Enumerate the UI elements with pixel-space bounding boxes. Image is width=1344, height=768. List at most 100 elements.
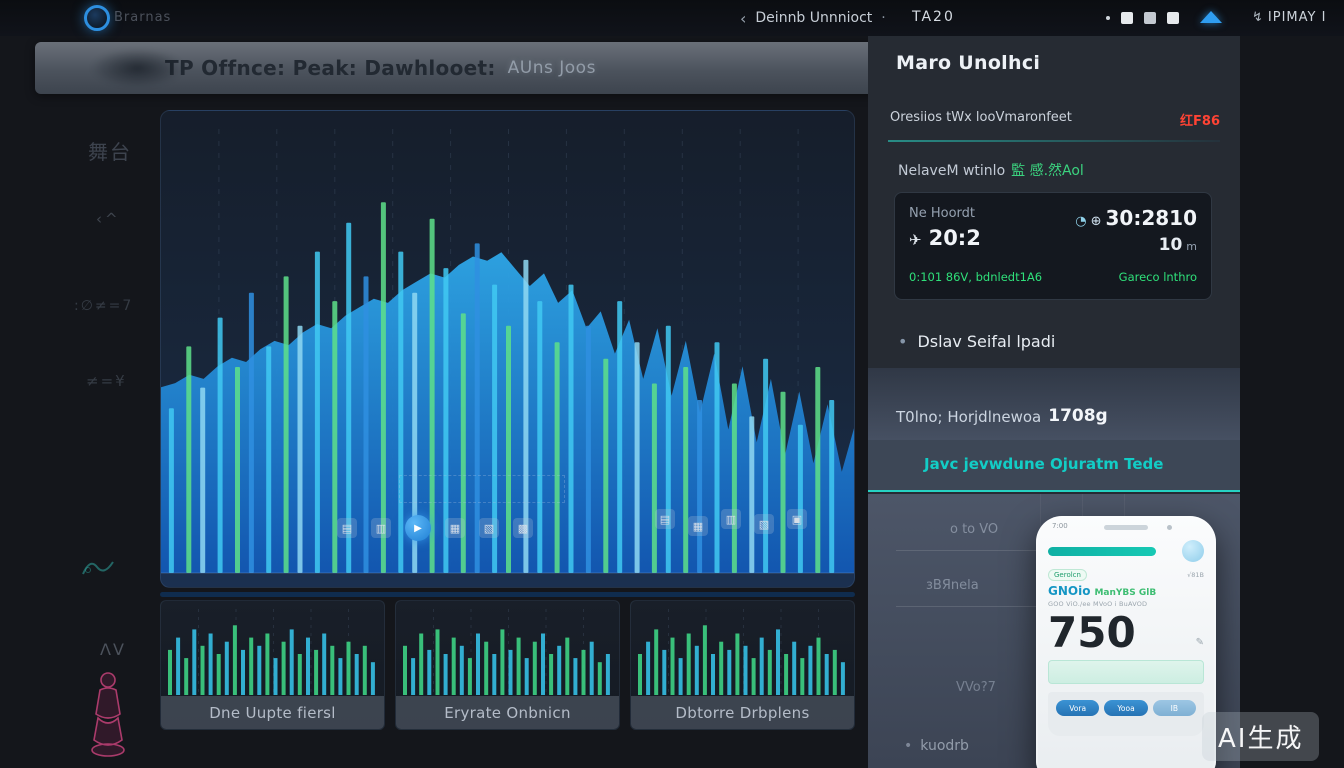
phone-mint-panel (1048, 660, 1204, 684)
pattern-tool-icon[interactable]: ▩ (513, 518, 533, 538)
card-from-time: ✈ 20:2 (909, 226, 981, 250)
window-controls (1106, 12, 1179, 24)
field-underline-2 (896, 606, 1046, 607)
window-icon-1[interactable] (1121, 12, 1133, 24)
chart-toolbar-left: ▤ ▥ ▶ ▦ ▧ ▩ (337, 515, 533, 541)
panel-tool-icon-2[interactable]: ▦ (688, 516, 708, 536)
panel-row-2: NelaveM wtinlo 監 感.然Aol (898, 160, 1084, 180)
phone-speaker (1104, 525, 1148, 530)
thumbnail-chart-3 (638, 609, 845, 695)
thumbnail-label-1: Dne Uupte fiersl (161, 696, 384, 729)
phone-progress-bar (1048, 546, 1156, 556)
row2-highlight: 監 感.然Aol (1011, 163, 1084, 179)
sidebar-glyph-4: ≠=¥ (86, 372, 127, 390)
phone-meta: GOO ViO./ee MVoO i BuAVOD (1048, 600, 1148, 608)
phone-button-1[interactable]: Vora (1056, 700, 1100, 716)
top-bar: Brarnas ‹ Deinnb Unnnioct · TA20 ↯ IPIMA… (0, 0, 1344, 36)
app-logo-label: Brarnas (114, 10, 172, 25)
phone-button-3[interactable]: IB (1152, 700, 1196, 716)
back-chevron-icon[interactable]: ‹ (740, 8, 747, 28)
thumbnail-chart-1 (168, 609, 375, 695)
phone-time: 7:00 (1052, 522, 1068, 530)
phone-big-number: 750 (1048, 608, 1136, 657)
hatch-tool-icon[interactable]: ▧ (479, 518, 499, 538)
phone-bezel: 7:00 (1036, 516, 1216, 536)
phone-bottom-panel: Vora Yooa IB (1048, 692, 1204, 736)
panel-row-1: Oresiios tWx looVmaronfeet 红F86 (890, 110, 1220, 129)
bullet-text: Dslav Seifal lpadi (917, 332, 1056, 351)
phone-badge: Gerolcn (1048, 569, 1087, 581)
nav-code: TA20 (912, 9, 955, 25)
watermark: AI生成 (1202, 712, 1320, 761)
compass-icon: ⊕ (1090, 214, 1102, 229)
rows-tool-icon[interactable]: ▥ (371, 518, 391, 538)
panel-tool-icon-1[interactable]: ▤ (655, 509, 675, 529)
phone-brand-2: ManYBS GlB (1094, 588, 1157, 598)
plane-icon: ✈ (909, 231, 922, 249)
top-right-label: IPIMAY I (1267, 10, 1327, 25)
page-subtitle: AUns Joos (507, 58, 596, 78)
form-label-2: зВЯnela (926, 578, 979, 593)
main-chart (161, 129, 854, 574)
alert-badge: 红F86 (1180, 114, 1220, 129)
sidebar-glyph-3: :∅≠=7 (74, 298, 134, 314)
page-title: TP Offnce: Peak: Dawhlooet: (165, 56, 496, 80)
status-dot-icon (1106, 16, 1110, 20)
summary-value: 1708g (1048, 406, 1108, 426)
panel-tool-icon-5[interactable]: ▣ (787, 509, 807, 529)
thumbnail-card-3[interactable]: Dbtorre Drbplens (630, 600, 855, 730)
sidebar-glyph-2: ‹^ (96, 210, 121, 228)
header-smudge-decoration (90, 48, 185, 88)
form-label-4: • kuodrb (904, 738, 969, 754)
thumbnail-chart-2 (403, 609, 610, 695)
app-logo-icon[interactable] (84, 5, 110, 31)
row1-label: Oresiios tWx looVmaronfeet (890, 110, 1072, 125)
phone-brand: GNOio (1048, 584, 1091, 598)
form-label-1: o to VO (950, 522, 999, 537)
pencil-icon[interactable]: ✎ (1195, 637, 1204, 648)
top-right-label-group: ↯ IPIMAY I (1252, 10, 1326, 25)
window-icon-3[interactable] (1167, 12, 1179, 24)
row2-label: NelaveM wtinlo (898, 163, 1006, 179)
card-to-code: ◔ ⊕ 30:2810 (1075, 206, 1197, 230)
top-nav: ‹ Deinnb Unnnioct · (740, 0, 886, 36)
chevron-up-icon[interactable] (1200, 11, 1222, 23)
phone-mockup: 7:00 Gerolcn √81B GNOio ManYBS GlB GOO Vi… (1036, 516, 1216, 768)
card-to-unit: m (1186, 240, 1197, 253)
phone-screen: Gerolcn √81B GNOio ManYBS GlB GOO ViO./ee… (1036, 536, 1216, 736)
summary-label: T0lno; Horjdlnewoa (896, 408, 1042, 426)
teal-divider (888, 140, 1220, 142)
grid-tool-icon[interactable]: ▤ (337, 518, 357, 538)
phone-button-2[interactable]: Yooa (1104, 700, 1148, 716)
bullet-item: • Dslav Seifal lpadi (898, 332, 1055, 351)
chart-toolbar-right: ▤ ▦ ▥ ▧ ▣ (655, 509, 807, 536)
form-label-3: VVo?7 (956, 680, 996, 695)
thumbnail-label-2: Eryrate Onbnicn (396, 696, 619, 729)
thumbnail-label-3: Dbtorre Drbplens (631, 696, 854, 729)
window-icon-2[interactable] (1144, 12, 1156, 24)
details-panel: Maro Unolhci Oresiios tWx looVmaronfeet … (868, 36, 1240, 768)
nav-title[interactable]: Deinnb Unnnioct (755, 10, 873, 26)
ornament-figure-icon (78, 668, 138, 764)
phone-avatar (1182, 540, 1204, 562)
sidebar-glyph-5: ΛV (100, 640, 126, 659)
selection-box (399, 475, 565, 503)
thumbnail-card-2[interactable]: Eryrate Onbnicn (395, 600, 620, 730)
table-tool-icon[interactable]: ▦ (445, 518, 465, 538)
chart-scrollbar[interactable] (160, 592, 855, 597)
card-to-value: 10 m (1158, 235, 1197, 255)
panel-tool-icon-3[interactable]: ▥ (721, 509, 741, 529)
thumbnail-card-1[interactable]: Dne Uupte fiersl (160, 600, 385, 730)
form-bullet-icon: • (904, 738, 913, 754)
card-status-right: Gareco lnthro (1118, 270, 1197, 284)
panel-tool-icon-4[interactable]: ▧ (754, 514, 774, 534)
globe-icon: ◔ (1075, 214, 1087, 229)
nav-separator: · (881, 10, 886, 26)
sidebar-glyph-1: 舞台 (88, 140, 132, 164)
wave-icon (80, 552, 116, 586)
panel-title: Maro Unolhci (896, 52, 1041, 74)
section-link[interactable]: Javc jevwdune Ojuratm Tede (868, 440, 1240, 492)
play-button[interactable]: ▶ (405, 515, 431, 541)
card-from-label: Ne Hoordt (909, 206, 976, 221)
page-header: TP Offnce: Peak: Dawhlooet: AUns Joos (35, 42, 878, 94)
